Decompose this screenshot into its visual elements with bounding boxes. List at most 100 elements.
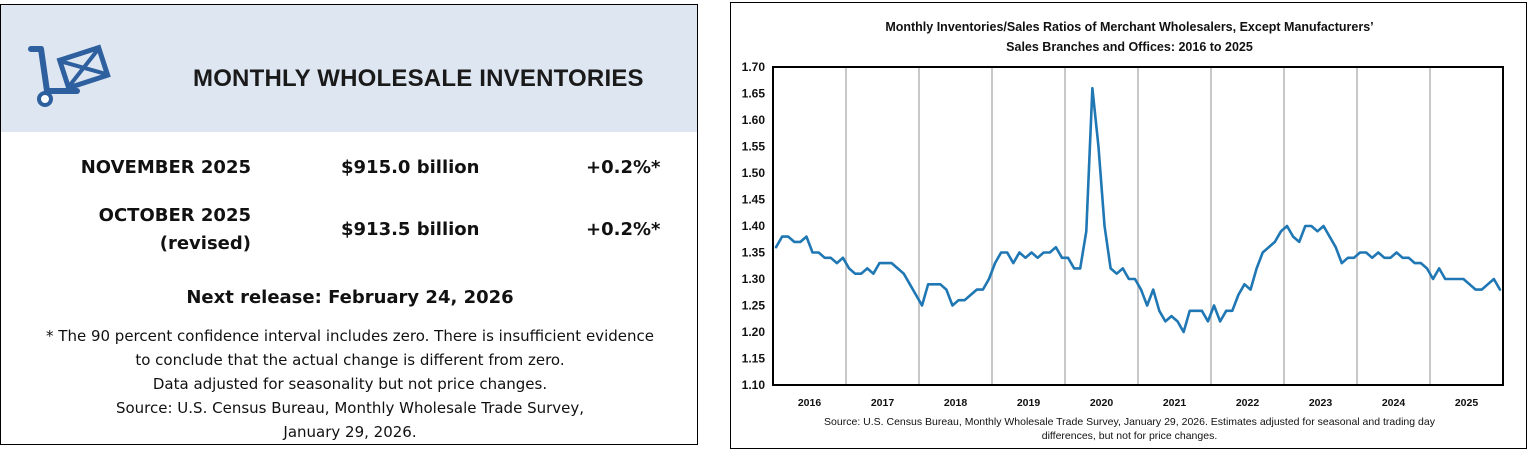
data-point xyxy=(1207,320,1209,323)
y-tick-label: 1.20 xyxy=(742,325,766,339)
summary-title: MONTHLY WHOLESALE INVENTORIES xyxy=(193,65,644,92)
data-point xyxy=(1134,278,1136,280)
data-point xyxy=(1334,246,1337,249)
data-point xyxy=(1426,267,1428,270)
data-point xyxy=(1328,235,1331,238)
y-tick-label: 1.70 xyxy=(742,60,766,74)
data-point xyxy=(1146,304,1149,307)
data-point xyxy=(799,241,802,243)
data-point xyxy=(1018,251,1021,254)
data-point xyxy=(951,304,954,307)
data-point xyxy=(1310,225,1313,227)
chart-source: Source: U.S. Census Bureau, Monthly Whol… xyxy=(731,415,1528,443)
data-point xyxy=(1322,225,1325,227)
plot-area xyxy=(772,66,1504,386)
data-point xyxy=(1097,145,1100,148)
y-tick-label: 1.55 xyxy=(742,140,766,154)
data-point xyxy=(1231,309,1234,312)
line-chart: 1.70 1.65 1.60 1.55 1.50 1.45 1.40 1.35 1.30 1.25… xyxy=(742,60,1504,409)
data-point xyxy=(1456,278,1459,280)
data-point xyxy=(842,256,844,259)
data-point xyxy=(1188,309,1191,312)
chart-title-line-2: Sales Branches and Offices: 2016 to 2025 xyxy=(1006,40,1253,54)
chart-title-line-1: Monthly Inventories/Sales Ratios of Merc… xyxy=(885,20,1374,34)
data-point xyxy=(1237,294,1240,296)
data-point xyxy=(1121,267,1124,270)
data-point xyxy=(1273,241,1276,243)
chart-panel: Monthly Inventories/Sales Ratios of Merc… xyxy=(730,2,1527,449)
x-tick-label-2022: 2022 xyxy=(1236,397,1260,409)
data-point xyxy=(793,241,796,243)
hand-truck-icon xyxy=(28,44,111,107)
data-point xyxy=(860,272,863,275)
y-tick-label: 1.25 xyxy=(742,299,766,313)
data-point xyxy=(994,262,996,264)
data-point xyxy=(1419,262,1422,264)
x-tick-label-2016: 2016 xyxy=(798,397,822,409)
y-tick-label: 1.65 xyxy=(742,87,766,101)
data-point xyxy=(1024,256,1027,259)
data-point xyxy=(945,288,948,291)
data-point xyxy=(854,272,857,275)
data-point xyxy=(1012,262,1015,264)
source-line-2: January 29, 2026. xyxy=(283,423,417,441)
data-point xyxy=(1492,278,1495,280)
data-point xyxy=(1450,278,1453,280)
data-point xyxy=(1395,251,1398,254)
data-point xyxy=(1109,267,1112,270)
data-point xyxy=(1103,225,1106,227)
data-point xyxy=(1480,288,1483,291)
data-point xyxy=(878,262,881,264)
y-tick-label: 1.45 xyxy=(742,193,766,207)
data-point xyxy=(1267,246,1270,249)
data-point xyxy=(1200,309,1203,312)
data-point xyxy=(1067,256,1069,259)
data-point xyxy=(1249,288,1252,291)
data-point xyxy=(866,267,869,270)
data-point xyxy=(921,304,923,307)
data-point xyxy=(1042,251,1045,254)
data-point xyxy=(1127,278,1130,280)
data-point xyxy=(908,283,911,286)
data-point xyxy=(1213,304,1215,307)
data-point xyxy=(1194,309,1197,312)
x-tick-label-2024: 2024 xyxy=(1382,397,1406,409)
data-point xyxy=(1170,315,1173,317)
data-point xyxy=(1401,256,1404,259)
data-point xyxy=(1340,262,1343,264)
data-point xyxy=(939,283,942,286)
data-point xyxy=(969,294,972,296)
data-point xyxy=(957,299,960,302)
data-point xyxy=(975,288,978,291)
data-point xyxy=(1048,251,1051,254)
y-tick-label: 1.30 xyxy=(742,272,766,286)
summary-panel: MONTHLY WHOLESALE INVENTORIES NOVEMBER 2… xyxy=(0,4,698,445)
data-point xyxy=(1286,225,1288,227)
data-point xyxy=(1486,283,1489,286)
data-point xyxy=(890,262,893,264)
note-line-1: * The 90 percent confidence interval inc… xyxy=(46,327,654,345)
data-point xyxy=(1140,288,1142,291)
data-point xyxy=(848,267,850,270)
data-point xyxy=(1091,87,1094,90)
row-2-label: OCTOBER 2025 xyxy=(98,205,251,226)
x-tick-label-2019: 2019 xyxy=(1017,397,1041,409)
data-point xyxy=(1474,288,1477,291)
x-tick-label-2018: 2018 xyxy=(944,397,968,409)
data-point xyxy=(1079,267,1082,270)
data-point xyxy=(1353,256,1355,259)
source-line-1: Source: U.S. Census Bureau, Monthly Whol… xyxy=(115,399,585,417)
y-tick-label: 1.50 xyxy=(742,166,766,180)
data-point xyxy=(1365,251,1368,254)
data-point xyxy=(988,278,990,280)
series-line xyxy=(774,86,1502,334)
data-point xyxy=(1000,251,1003,254)
data-point xyxy=(1432,278,1434,280)
data-point xyxy=(1389,256,1392,259)
x-tick-label-2020: 2020 xyxy=(1090,397,1114,409)
data-point xyxy=(781,235,784,238)
data-point xyxy=(1152,288,1155,291)
y-tick-label: 1.40 xyxy=(742,219,766,233)
data-point xyxy=(1073,267,1076,270)
x-tick-label-2021: 2021 xyxy=(1163,397,1187,409)
